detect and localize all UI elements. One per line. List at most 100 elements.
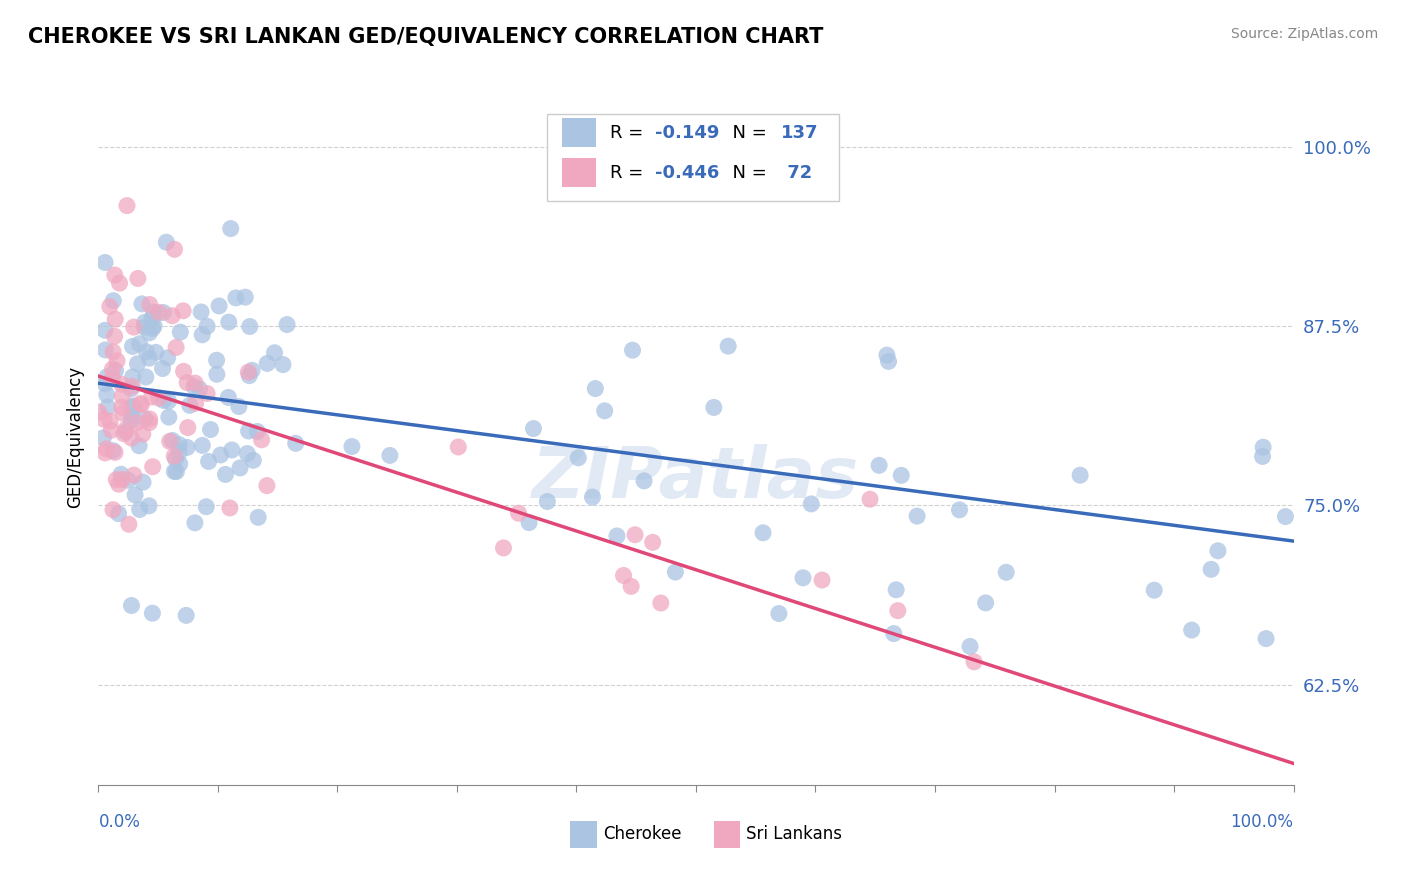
Point	[200, 423, 222, 437]
Point	[176, 441, 198, 455]
Point	[191, 438, 214, 452]
Point	[236, 446, 259, 460]
Point	[905, 509, 928, 524]
Point	[233, 290, 256, 304]
Point	[125, 416, 148, 430]
Point	[132, 475, 155, 490]
Point	[868, 458, 890, 473]
FancyBboxPatch shape	[571, 822, 596, 847]
Point	[340, 440, 363, 454]
Point	[890, 468, 912, 483]
Point	[567, 450, 589, 465]
Point	[131, 398, 153, 412]
Point	[120, 431, 142, 445]
Point	[110, 467, 132, 482]
Point	[1143, 583, 1166, 598]
Point	[593, 404, 616, 418]
Point	[887, 604, 910, 618]
Point	[884, 582, 907, 597]
Point	[165, 341, 187, 355]
Text: N =: N =	[721, 124, 772, 142]
Point	[606, 529, 628, 543]
Point	[190, 305, 212, 319]
Point	[221, 442, 243, 457]
Point	[122, 400, 145, 414]
Point	[165, 465, 187, 479]
Point	[218, 500, 240, 515]
Point	[522, 421, 544, 435]
Point	[633, 474, 655, 488]
Text: ZIPatlas: ZIPatlas	[533, 444, 859, 513]
Text: 137: 137	[780, 124, 818, 142]
Point	[800, 497, 823, 511]
Point	[104, 329, 127, 343]
Point	[138, 351, 160, 366]
Point	[152, 305, 174, 319]
Point	[121, 599, 143, 613]
Text: -0.149: -0.149	[655, 124, 720, 142]
Point	[959, 640, 981, 654]
Point	[1251, 450, 1274, 464]
Point	[752, 525, 775, 540]
Point	[641, 535, 664, 549]
Text: Sri Lankans: Sri Lankans	[747, 825, 842, 843]
Point	[246, 425, 269, 439]
Point	[128, 502, 150, 516]
Text: R =: R =	[610, 164, 650, 182]
Text: N =: N =	[721, 164, 772, 182]
Point	[612, 568, 634, 582]
Point	[263, 345, 285, 359]
Point	[162, 434, 184, 448]
Point	[792, 571, 814, 585]
Point	[108, 276, 131, 290]
Point	[128, 439, 150, 453]
Point	[96, 442, 118, 456]
Point	[447, 440, 470, 454]
Point	[152, 361, 174, 376]
Point	[142, 321, 165, 335]
Point	[122, 320, 145, 334]
Point	[115, 199, 138, 213]
Point	[118, 517, 141, 532]
Point	[112, 426, 135, 441]
Point	[664, 565, 686, 579]
Point	[98, 414, 121, 428]
Point	[163, 449, 186, 463]
Point	[177, 420, 200, 434]
Point	[963, 655, 986, 669]
Point	[229, 461, 252, 475]
Point	[1274, 509, 1296, 524]
Point	[134, 320, 156, 334]
Point	[104, 268, 127, 282]
Point	[142, 459, 165, 474]
Point	[768, 607, 790, 621]
Point	[492, 541, 515, 555]
Point	[883, 626, 905, 640]
Point	[121, 339, 143, 353]
Point	[145, 345, 167, 359]
Point	[621, 343, 644, 358]
Point	[247, 510, 270, 524]
Point	[183, 379, 205, 393]
FancyBboxPatch shape	[562, 119, 596, 147]
Point	[101, 362, 124, 376]
Point	[105, 473, 128, 487]
Point	[205, 368, 228, 382]
Point	[148, 305, 170, 319]
Point	[583, 382, 606, 396]
Text: Cherokee: Cherokee	[603, 825, 682, 843]
Point	[176, 376, 198, 390]
Point	[284, 436, 307, 450]
Point	[142, 305, 165, 319]
Point	[135, 370, 157, 384]
Point	[121, 399, 143, 413]
FancyBboxPatch shape	[714, 822, 740, 847]
Point	[159, 434, 181, 449]
Point	[184, 396, 207, 410]
Text: 100.0%: 100.0%	[1230, 813, 1294, 830]
Point	[650, 596, 672, 610]
Y-axis label: GED/Equivalency: GED/Equivalency	[66, 366, 84, 508]
Point	[195, 319, 218, 334]
Point	[1206, 543, 1229, 558]
Point	[114, 423, 136, 437]
